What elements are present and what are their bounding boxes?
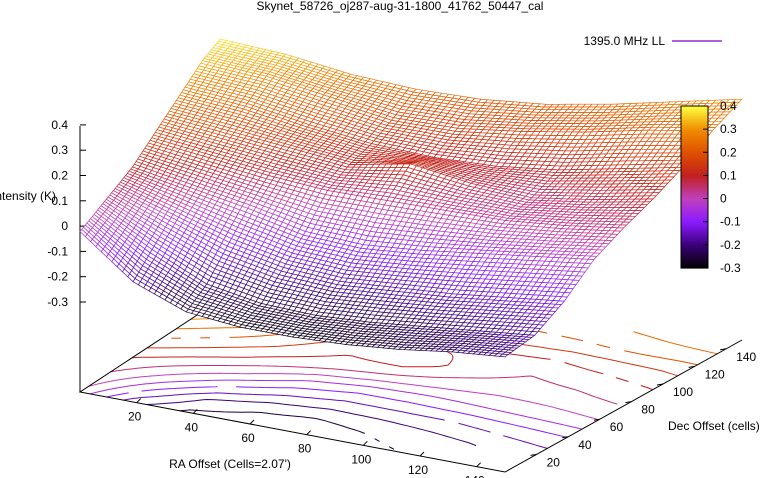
z-tick-label: -0.1: [47, 244, 68, 258]
contour-line: [179, 409, 395, 450]
base-frame: [78, 299, 743, 473]
surface-mesh: [79, 38, 743, 358]
z-tick-label: 0: [61, 219, 68, 233]
contour-line: [88, 372, 599, 421]
contour-line: [89, 379, 583, 430]
contour-line: [106, 386, 568, 438]
z-tick-label: -0.2: [47, 270, 68, 284]
z-tick-label: 0.3: [51, 143, 68, 157]
contour-line: [123, 392, 548, 449]
contour-line: [132, 348, 654, 391]
z-tick-label: 0.4: [51, 118, 68, 132]
z-tick-label: 0.2: [51, 169, 68, 183]
contour-line: [110, 365, 618, 405]
contour-line: [146, 399, 477, 447]
z-axis: -0.3 -0.2 -0.1 0 0.1 0.2 0.3 0.4: [47, 118, 86, 392]
legend-entry: 1395.0 MHz LL: [584, 34, 666, 48]
z-tick-label: 0.1: [51, 194, 68, 208]
base-axes: [78, 299, 743, 473]
chart-title: Skynet_58726_oj287-aug-31-1800_41762_504…: [257, 0, 544, 13]
z-tick-label: -0.3: [47, 295, 68, 309]
